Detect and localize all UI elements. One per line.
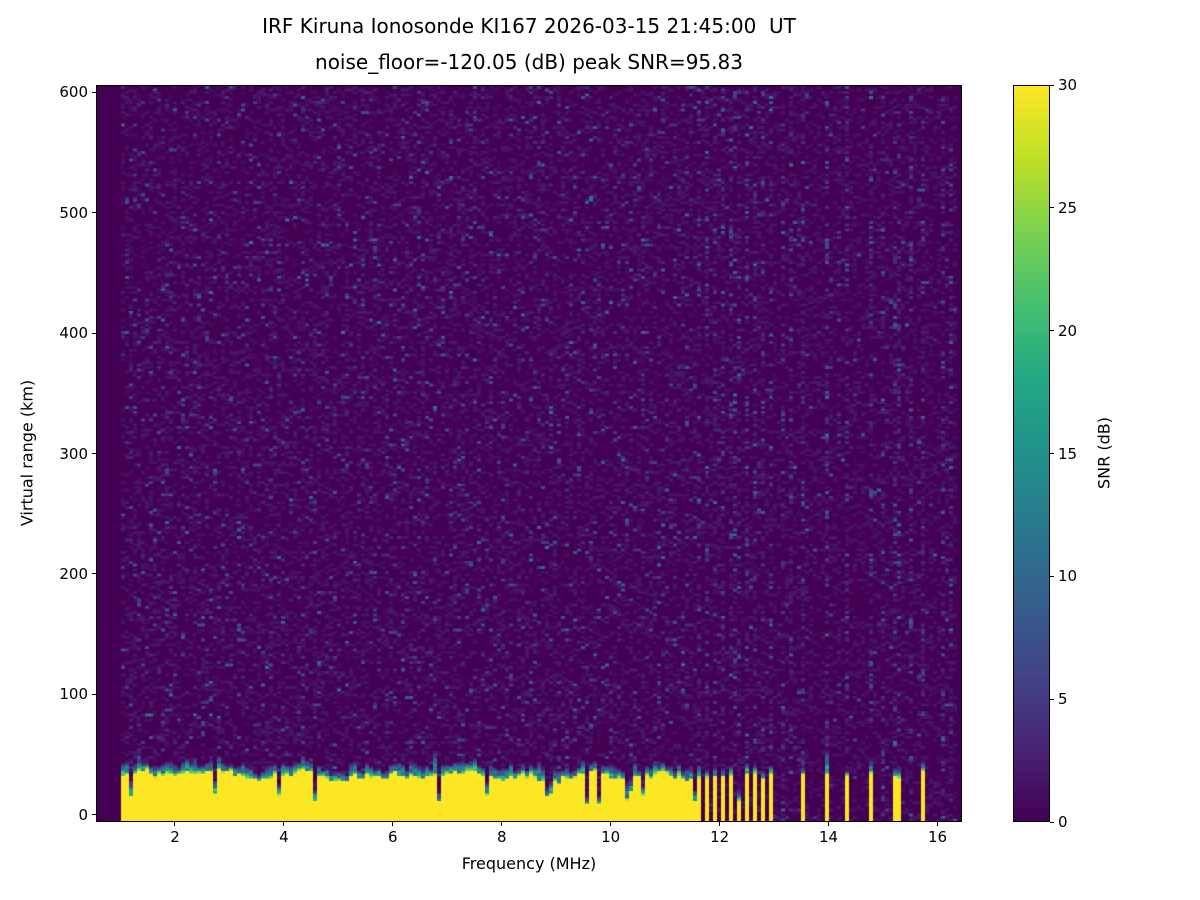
plot-title: IRF Kiruna Ionosonde KI167 2026-03-15 21… <box>96 8 962 80</box>
y-tick-mark <box>92 814 96 816</box>
colorbar-tick-mark <box>1050 575 1054 577</box>
x-tick-label: 14 <box>819 828 839 846</box>
colorbar-tick-label: 10 <box>1058 567 1078 586</box>
colorbar-tick-label: 5 <box>1058 690 1068 709</box>
x-tick-label: 4 <box>279 828 289 846</box>
x-tick-mark <box>501 822 503 826</box>
y-tick-label: 500 <box>59 203 88 222</box>
y-tick-mark <box>92 693 96 695</box>
y-tick-mark <box>92 332 96 334</box>
x-tick-mark <box>936 822 938 826</box>
plot-title-line1: IRF Kiruna Ionosonde KI167 2026-03-15 21… <box>262 14 796 38</box>
y-tick-label: 600 <box>59 83 88 102</box>
colorbar-tick-mark <box>1050 330 1054 332</box>
x-axis-label: Frequency (MHz) <box>461 854 597 873</box>
colorbar-label: SNR (dB) <box>1094 417 1114 489</box>
x-tick-mark <box>174 822 176 826</box>
y-tick-label: 0 <box>78 805 88 824</box>
x-tick-mark <box>392 822 394 826</box>
colorbar-tick-mark <box>1050 453 1054 454</box>
colorbar-tick-label: 20 <box>1058 321 1078 340</box>
x-tick-label: 10 <box>601 828 621 846</box>
x-tick-mark <box>283 822 285 826</box>
x-tick-label: 8 <box>496 828 507 846</box>
colorbar-tick-mark <box>1050 821 1054 823</box>
x-tick-mark <box>828 822 830 826</box>
y-tick-label: 400 <box>59 324 88 343</box>
colorbar-tick-label: 25 <box>1058 198 1078 217</box>
colorbar <box>1013 85 1050 822</box>
x-tick-mark <box>610 822 612 826</box>
y-tick-mark <box>92 453 96 454</box>
heatmap-canvas <box>97 86 961 821</box>
colorbar-tick-mark <box>1050 698 1054 700</box>
y-tick-label: 100 <box>59 685 88 704</box>
colorbar-tick-mark <box>1050 84 1054 86</box>
y-tick-label: 300 <box>59 444 88 463</box>
y-tick-label: 200 <box>59 564 88 583</box>
x-tick-mark <box>719 822 721 826</box>
y-tick-mark <box>92 212 96 214</box>
x-tick-label: 16 <box>927 828 948 846</box>
x-tick-label: 6 <box>388 828 398 846</box>
colorbar-tick-mark <box>1050 207 1054 209</box>
colorbar-gradient-canvas <box>1014 86 1049 821</box>
colorbar-tick-label: 0 <box>1058 813 1068 831</box>
colorbar-tick-label: 30 <box>1058 76 1078 94</box>
plot-title-line2: noise_floor=-120.05 (dB) peak SNR=95.83 <box>315 50 743 74</box>
heatmap-plot-area <box>96 85 962 822</box>
x-tick-label: 12 <box>710 828 730 846</box>
y-tick-mark <box>92 91 96 93</box>
colorbar-tick-label: 15 <box>1058 444 1078 463</box>
x-tick-label: 2 <box>170 828 180 846</box>
y-tick-mark <box>92 573 96 575</box>
